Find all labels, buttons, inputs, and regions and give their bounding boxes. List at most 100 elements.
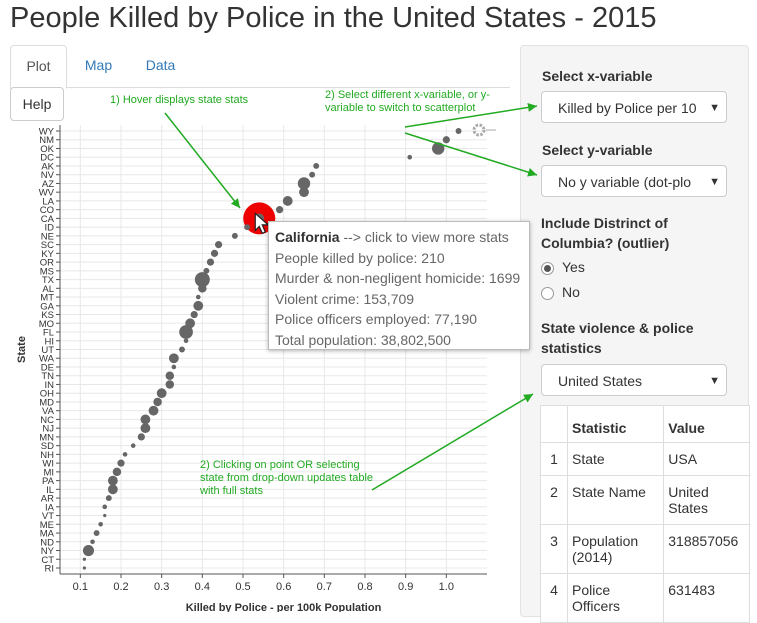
- tooltip-line: Murder & non-negligent homicide: 1699: [275, 270, 521, 286]
- data-point-wa: [168, 353, 179, 364]
- radio-selected-icon: [541, 261, 554, 275]
- data-point-in: [165, 380, 175, 389]
- tab-map[interactable]: Map: [84, 57, 113, 73]
- include-dc-label: Include Distrinct of Columbia? (outlier): [541, 215, 670, 251]
- radio-no-label: No: [562, 284, 580, 300]
- data-point-wv: [299, 187, 309, 198]
- y-tick-label: ID: [45, 223, 55, 234]
- data-point-ak: [313, 163, 320, 169]
- y-tick-label: NJ: [42, 424, 54, 435]
- x-tick-label: 0.1: [73, 581, 88, 593]
- y-tick-label: MO: [39, 319, 54, 330]
- row-index: 3: [540, 524, 568, 574]
- data-point-ia: [102, 504, 108, 510]
- data-point-ok: [432, 142, 445, 155]
- data-point-va: [148, 405, 159, 416]
- data-point-il: [107, 484, 118, 495]
- y-tick-label: CT: [41, 555, 54, 566]
- state-select-value: United States: [558, 373, 643, 389]
- hover-tooltip: California --> click to view more stats …: [268, 221, 530, 350]
- y-variable-select[interactable]: No y variable (dot-plo ▼: [541, 165, 727, 197]
- radio-no[interactable]: No: [541, 284, 580, 300]
- state-select[interactable]: United States ▼: [541, 364, 727, 396]
- data-point-ct: [82, 557, 87, 561]
- row-index: 1: [540, 442, 568, 476]
- data-point-id: [244, 224, 251, 231]
- data-point-la: [282, 196, 293, 206]
- row-stat: Population (2014): [566, 524, 665, 574]
- radio-yes[interactable]: Yes: [541, 259, 585, 275]
- table-header: Value: [663, 405, 750, 443]
- y-tick-label: IA: [45, 502, 55, 513]
- table-header-row: Statistic Value: [540, 405, 750, 443]
- y-tick-label: UT: [41, 345, 54, 356]
- y-variable-value: No y variable (dot-plo: [558, 174, 692, 190]
- data-point-me: [98, 522, 103, 527]
- y-tick-label: AK: [41, 161, 54, 172]
- data-point-md: [153, 397, 162, 407]
- data-point-or: [206, 258, 215, 266]
- stats-label: State violence & police statistics: [541, 320, 694, 356]
- y-tick-label: KY: [41, 249, 54, 260]
- y-tick-label: AR: [41, 494, 54, 505]
- y-tick-label: WV: [39, 188, 55, 199]
- row-stat: Police Officers: [566, 573, 665, 623]
- y-tick-label: KS: [41, 310, 54, 321]
- y-tick-label: GA: [40, 301, 54, 312]
- x-tick-label: 0.4: [195, 581, 210, 593]
- y-tick-label: MN: [39, 432, 54, 443]
- y-tick-label: VA: [42, 406, 55, 417]
- y-tick-label: TN: [41, 371, 54, 382]
- data-point-nd: [90, 539, 95, 545]
- page-title: People Killed by Police in the United St…: [10, 2, 657, 34]
- row-value: United States: [663, 475, 750, 525]
- y-tick-label: MA: [40, 529, 55, 540]
- data-point-mi: [112, 467, 122, 477]
- data-point-ne: [231, 232, 238, 239]
- y-tick-label: AZ: [42, 179, 54, 190]
- y-tick-label: CO: [40, 205, 54, 216]
- data-point-ut: [179, 346, 185, 353]
- chevron-down-icon: ▼: [709, 375, 720, 387]
- click-annotation: 2) Clicking on point OR selecting state …: [200, 459, 374, 497]
- table-header: Statistic: [566, 405, 665, 443]
- gear-icon: [472, 123, 486, 137]
- help-button[interactable]: Help: [10, 87, 64, 121]
- chevron-down-icon: ▼: [709, 102, 720, 114]
- tab-data[interactable]: Data: [145, 57, 176, 73]
- data-point-sd: [130, 443, 136, 448]
- tab-plot[interactable]: Plot: [10, 45, 67, 89]
- data-point-vt: [103, 513, 107, 518]
- stats-table: Statistic Value 1 State USA 2 State Name…: [540, 405, 750, 623]
- row-index: 4: [540, 573, 568, 623]
- data-point-oh: [156, 388, 167, 399]
- data-point-ga: [193, 300, 204, 311]
- y-tick-label: TX: [42, 275, 55, 286]
- y-tick-label: SC: [41, 240, 54, 251]
- row-stat: State Name: [566, 475, 665, 525]
- data-point-nv: [309, 171, 316, 178]
- y-tick-label: MI: [43, 467, 54, 478]
- y-tick-label: OK: [40, 144, 54, 155]
- y-tick-label: LA: [42, 196, 54, 207]
- data-point-nh: [122, 452, 128, 457]
- table-row: 3 Population (2014) 318857056: [540, 524, 750, 574]
- tooltip-header: California --> click to view more stats: [275, 227, 523, 248]
- y-tick-label: RI: [45, 564, 55, 575]
- y-tick-label: MD: [39, 397, 54, 408]
- y-axis-label: State: [16, 336, 28, 363]
- x-variable-select[interactable]: Killed by Police per 10 ▼: [541, 91, 727, 123]
- tooltip-line: Violent crime: 153,709: [275, 290, 415, 307]
- table-row: 4 Police Officers 631483: [540, 573, 750, 623]
- data-point-mn: [137, 433, 145, 441]
- y-tick-label: FL: [43, 328, 54, 339]
- x-tick-label: 0.3: [154, 581, 169, 593]
- x-tick-label: 0.5: [235, 581, 250, 593]
- x-variable-label: Select x-variable: [542, 68, 653, 84]
- tooltip-state: California: [275, 229, 340, 245]
- data-point-hi: [183, 338, 189, 344]
- y-tick-label: PA: [42, 476, 55, 487]
- y-tick-label: IL: [46, 485, 54, 496]
- y-tick-label: NE: [41, 231, 54, 242]
- y-tick-label: NM: [39, 135, 54, 146]
